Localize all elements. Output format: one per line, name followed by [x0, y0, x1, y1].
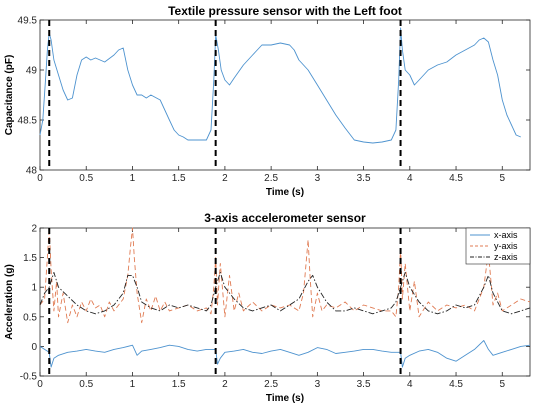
accel-plot-area	[39, 227, 531, 377]
accel-x-ticks: 0 0.5 1 1.5 2 2.5 3 3.5 4 4.5 5	[37, 228, 505, 390]
x-tick-label: 0	[37, 173, 43, 184]
y-axis-line	[39, 227, 531, 324]
y-tick-label: 0	[31, 342, 37, 353]
x-tick-label: 1.5	[172, 173, 186, 184]
x-tick-label: 2	[222, 173, 228, 184]
series-0-line	[39, 27, 521, 144]
x-tick-label: 2.5	[264, 173, 278, 184]
x-tick-label: 2	[222, 379, 228, 390]
accel-step-markers	[48, 228, 402, 376]
x-tick-label: 3	[315, 379, 321, 390]
accelerometer-subplot: 3-axis accelerometer sensor Time (s) Acc…	[4, 211, 531, 404]
pressure-chart-title: Textile pressure sensor with the Left fo…	[168, 4, 402, 18]
y-tick-label: 48.5	[18, 116, 38, 127]
accel-series	[39, 227, 531, 368]
x-tick-label: 5	[499, 379, 505, 390]
x-tick-label: 2.5	[264, 379, 278, 390]
pressure-x-ticks: 0 0.5 1 1.5 2 2.5 3 3.5 4 4.5 5	[37, 20, 505, 184]
x-axis-line	[39, 340, 531, 368]
x-tick-label: 5	[499, 173, 505, 184]
legend-label: y-axis	[494, 241, 518, 251]
y-tick-label: 49	[26, 66, 38, 77]
y-tick-label: 2	[31, 224, 37, 235]
x-tick-label: 0	[37, 379, 43, 390]
x-tick-label: 4.5	[449, 379, 463, 390]
pressure-y-axis-label: Capacitance (pF)	[4, 55, 15, 136]
pressure-series	[39, 27, 521, 144]
accel-y-ticks: -0.5 0 0.5 1 1.5 2	[20, 224, 530, 383]
x-tick-label: 3.5	[357, 379, 371, 390]
x-tick-label: 0.5	[79, 379, 93, 390]
x-tick-label: 3	[315, 173, 321, 184]
x-tick-label: 0.5	[79, 173, 93, 184]
legend-label: x-axis	[494, 230, 518, 240]
y-tick-label: 0.5	[23, 312, 37, 323]
y-tick-label: 48	[26, 166, 38, 177]
pressure-y-ticks: 48 48.5 49 49.5	[18, 16, 530, 177]
accel-y-axis-label: Acceleration (g)	[4, 264, 15, 340]
x-tick-label: 1	[130, 379, 136, 390]
accel-x-axis-label: Time (s)	[266, 393, 304, 404]
x-tick-label: 3.5	[357, 173, 371, 184]
pressure-subplot: Textile pressure sensor with the Left fo…	[4, 4, 531, 198]
x-tick-label: 1	[130, 173, 136, 184]
pressure-step-markers	[48, 20, 402, 170]
x-tick-label: 4	[407, 173, 413, 184]
x-tick-label: 4.5	[449, 173, 463, 184]
y-tick-label: 49.5	[18, 16, 38, 27]
legend-label: z-axis	[494, 252, 518, 262]
y-tick-label: -0.5	[20, 372, 38, 383]
pressure-x-axis-label: Time (s)	[266, 187, 304, 198]
x-tick-label: 1.5	[172, 379, 186, 390]
accel-chart-title: 3-axis accelerometer sensor	[204, 211, 366, 225]
x-tick-label: 4	[407, 379, 413, 390]
y-tick-label: 1.5	[23, 253, 37, 264]
pressure-plot-area	[39, 19, 531, 171]
y-tick-label: 1	[31, 283, 37, 294]
